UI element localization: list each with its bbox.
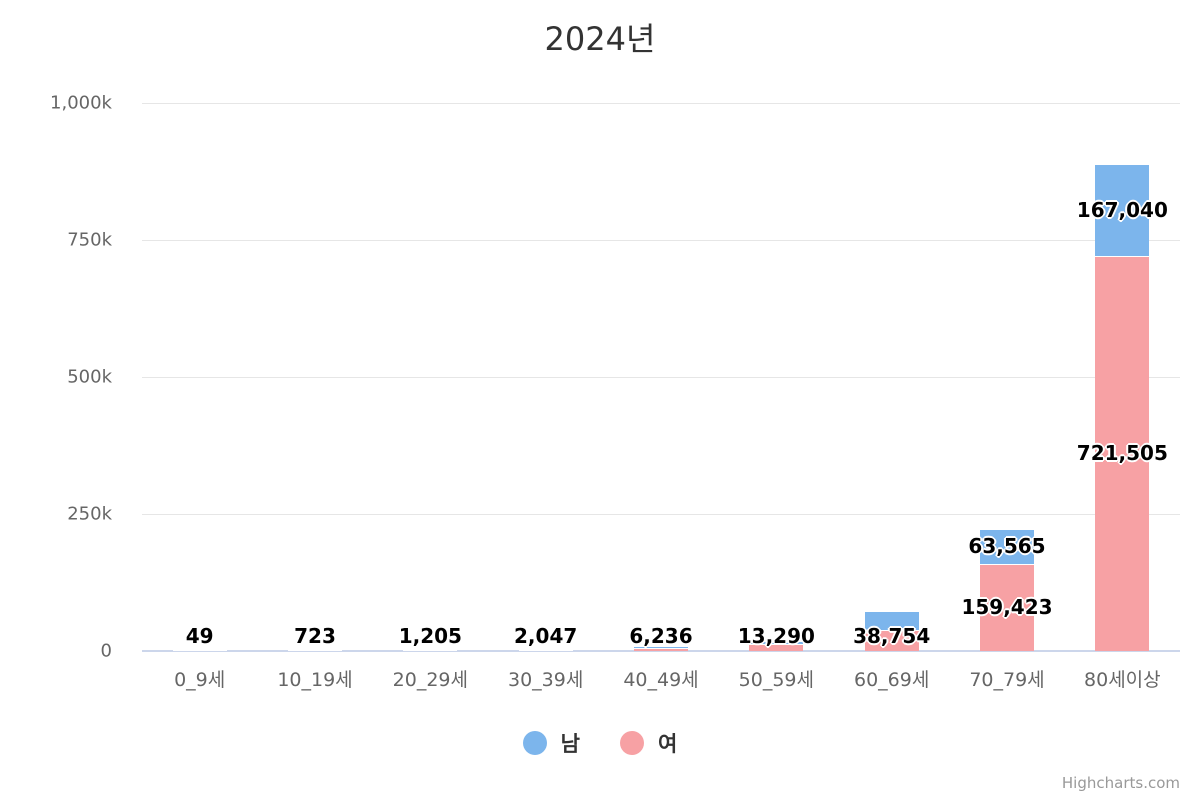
x-tick-label: 50_59세 (738, 669, 814, 691)
x-tick-label: 70_79세 (969, 669, 1045, 691)
gridline (142, 103, 1180, 104)
bar-female[interactable] (634, 647, 688, 651)
plot-area: 49 723 1,205 2,047 6,236 13,290 38,754 159,423 6… (142, 103, 1180, 652)
x-axis-line (142, 650, 1180, 652)
bar-stack[interactable]: 49 (172, 103, 227, 651)
bar-male[interactable] (288, 649, 342, 651)
bar-stack[interactable]: 723 (288, 103, 342, 651)
x-tick-label: 10_19세 (277, 669, 353, 691)
data-label-female: 1,205 (398, 624, 462, 648)
data-label-male: 63,565 (968, 534, 1046, 559)
y-tick-label: 750k (67, 229, 112, 251)
bar-stack[interactable]: 6,236 (629, 103, 693, 651)
data-label-female: 49 (185, 624, 214, 648)
bar-male[interactable] (403, 649, 458, 651)
bar-male[interactable] (864, 611, 919, 630)
bar-female[interactable] (403, 650, 458, 651)
x-tick-label: 30_39세 (507, 669, 584, 691)
bar-stack[interactable]: 2,047 (514, 103, 577, 651)
x-tick-label: 80세이상 (1084, 669, 1161, 691)
y-tick-label: 250k (67, 503, 112, 525)
bar-female[interactable] (1095, 255, 1150, 651)
x-tick-label: 0_9세 (174, 669, 226, 691)
bar-male[interactable] (749, 640, 804, 644)
gridline (142, 240, 1180, 241)
credits-link[interactable]: Highcharts.com (1061, 774, 1180, 792)
bar-male[interactable] (634, 646, 688, 648)
y-tick-label: 1,000k (50, 92, 112, 114)
bar-male[interactable] (518, 648, 573, 650)
bar-female[interactable] (749, 643, 804, 651)
legend-label: 여 (658, 732, 678, 756)
legend-marker-female-icon (620, 731, 644, 755)
data-label-female: 38,754 (853, 624, 931, 648)
legend-item-male[interactable]: 남 (522, 728, 580, 758)
x-tick-label: 40_49세 (623, 669, 699, 691)
data-label-female: 6,236 (629, 624, 693, 648)
data-label-male: 167,040 (1076, 197, 1168, 222)
data-label-female: 723 (294, 624, 336, 648)
bar-female[interactable] (518, 649, 573, 651)
gridline (142, 377, 1180, 378)
data-label-female: 13,290 (737, 624, 815, 648)
legend-item-female[interactable]: 여 (620, 728, 677, 758)
legend-marker-male-icon (522, 731, 547, 755)
bar-stack[interactable]: 13,290 (738, 103, 815, 651)
y-tick-label: 0 (100, 640, 112, 662)
data-label-female: 721,505 (1076, 441, 1168, 466)
bar-female[interactable] (864, 629, 919, 651)
bar-stack[interactable]: 159,423 63,565 (961, 103, 1053, 651)
bar-male[interactable] (1095, 164, 1150, 256)
bar-female[interactable] (980, 563, 1034, 651)
data-label-female: 159,423 (961, 595, 1053, 620)
chart-title: 2024년 (544, 20, 656, 58)
y-tick-label: 500k (67, 366, 112, 388)
data-label-female: 2,047 (514, 624, 578, 648)
gridline (142, 514, 1180, 515)
x-tick-label: 20_29세 (392, 669, 468, 691)
bar-male[interactable] (172, 649, 227, 651)
bar-stack[interactable]: 1,205 (399, 103, 462, 651)
bar-stack[interactable]: 38,754 (853, 103, 930, 651)
legend-label: 남 (560, 732, 580, 756)
bar-stack[interactable]: 721,505 167,040 (1077, 103, 1168, 651)
bar-male[interactable] (980, 528, 1034, 564)
legend: 남 여 (0, 728, 1200, 758)
x-tick-label: 60_69세 (853, 669, 930, 691)
